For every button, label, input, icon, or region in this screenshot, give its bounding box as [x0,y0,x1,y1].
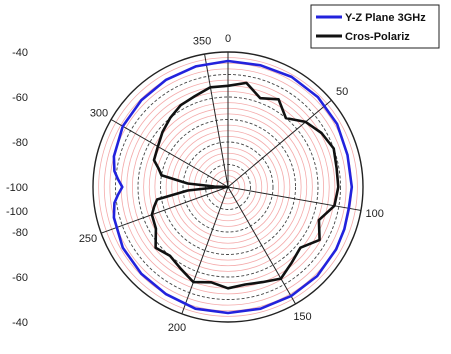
angle-tick-label: 200 [168,322,186,334]
radial-tick-label: -80 [12,227,28,239]
legend-label-series-1: Cros-Polariz [345,31,410,43]
angle-tick-label: 150 [293,311,311,323]
angle-tick-label: 0 [225,33,231,45]
polar-grid [92,51,364,323]
legend-label-series-0: Y-Z Plane 3GHz [345,12,426,24]
legend: Y-Z Plane 3GHz Cros-Polariz [310,4,440,49]
radial-tick-label: -40 [12,317,28,329]
major-grid-ring [115,74,341,300]
angle-spoke-350 [204,53,229,188]
radial-tick-label: -60 [12,92,28,104]
angle-spoke-300 [110,119,229,188]
radial-tick-label: -100 [6,206,28,218]
radial-tick-label: -80 [12,137,28,149]
series-line-0 [112,59,354,315]
angle-tick-label: 100 [366,208,384,220]
angle-tick-label: 250 [79,233,97,245]
legend-box [310,4,440,49]
angle-spoke-200 [181,186,229,315]
angle-tick-label: 50 [336,86,348,98]
angle-tick-label: 300 [90,108,108,120]
angle-spoke-250 [100,186,229,234]
angle-spoke-150 [227,186,296,305]
tick-labels: 0 50 100 150 200 250 300 350 -40 -60 -80 -100 -80 -60… [6,33,384,334]
series-lines [112,59,354,315]
series-line-1 [150,81,340,290]
radial-tick-label: -100 [6,182,28,194]
angle-spoke-100 [227,186,362,211]
major-grid-ring [137,96,319,278]
radial-tick-label: -60 [12,272,28,284]
angle-tick-label: 350 [193,35,211,47]
angle-spoke-50 [227,99,332,188]
radial-tick-label: -40 [12,47,28,59]
